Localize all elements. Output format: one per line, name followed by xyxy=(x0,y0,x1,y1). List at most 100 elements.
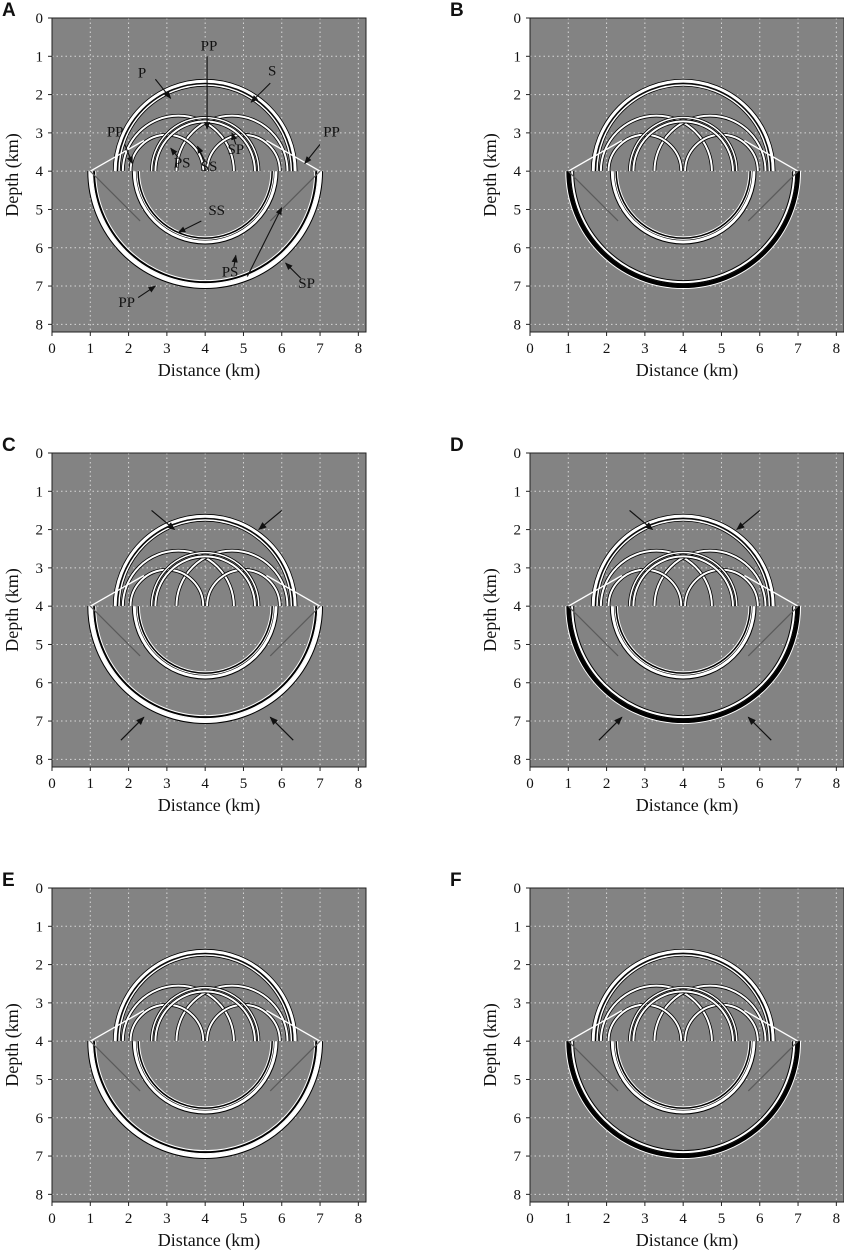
plot-area xyxy=(530,18,844,332)
reflection-arc xyxy=(653,984,767,1042)
y-tick-label: 2 xyxy=(36,523,44,539)
x-tick-label: 0 xyxy=(48,341,56,357)
y-tick-label: 5 xyxy=(514,202,522,218)
x-tick-label: 5 xyxy=(240,1211,248,1227)
wave-label: SP xyxy=(227,142,244,158)
wave-label-arrow xyxy=(304,144,321,165)
reflection-arc xyxy=(596,954,771,1042)
reflection-arc xyxy=(591,514,775,607)
x-axis-label: Distance (km) xyxy=(158,360,260,381)
wave-label-arrow xyxy=(124,144,133,165)
head-wave-lower xyxy=(747,605,799,657)
y-tick-label: 4 xyxy=(514,164,522,180)
y-tick-label: 3 xyxy=(36,561,44,577)
transmission-arc xyxy=(615,606,751,674)
x-tick-label: 2 xyxy=(125,776,133,792)
x-tick-label: 6 xyxy=(278,776,286,792)
head-wave xyxy=(744,574,799,607)
reflection-arc xyxy=(154,120,256,172)
y-axis-label: Depth (km) xyxy=(480,568,501,651)
x-tick-label: 5 xyxy=(718,341,726,357)
head-wave-lower xyxy=(567,605,619,657)
transmission-arc xyxy=(610,606,756,679)
y-tick-label: 1 xyxy=(36,484,44,500)
panel-e: 0 0 1 1 2 2 3 3 4 4 5 5 6 6 7 7 8 8 Distance (km) Depth (km… xyxy=(2,870,367,1251)
transmission-arc xyxy=(571,1041,796,1153)
x-tick-label: 5 xyxy=(240,776,248,792)
x-tick-label: 8 xyxy=(355,341,363,357)
head-wave xyxy=(567,574,623,607)
wave-arrow xyxy=(747,716,772,741)
x-tick-label: 4 xyxy=(679,1211,687,1227)
x-tick-label: 7 xyxy=(794,1211,802,1227)
transmission-arc xyxy=(88,1041,323,1158)
transmission-arc xyxy=(88,606,323,723)
x-tick-label: 2 xyxy=(125,1211,133,1227)
head-wave-lower xyxy=(747,1040,799,1092)
x-tick-label: 3 xyxy=(641,1211,649,1227)
transmission-arc xyxy=(93,171,318,284)
x-tick-label: 1 xyxy=(565,341,573,357)
wavefronts xyxy=(87,948,324,1159)
transmission-arc xyxy=(132,171,278,244)
panel-c: 0 0 1 1 2 2 3 3 4 4 5 5 6 6 7 7 8 8 Distance (km) Depth (km… xyxy=(2,435,367,816)
reflection-arc xyxy=(175,549,289,607)
transmission-arc xyxy=(566,171,801,288)
y-tick-label: 5 xyxy=(36,1072,44,1088)
reflection-arc xyxy=(632,990,734,1042)
plot-area xyxy=(52,888,366,1202)
head-wave-lower xyxy=(89,605,141,657)
panel-letter: B xyxy=(450,0,464,21)
wave-arrow xyxy=(258,509,283,531)
y-tick-label: 3 xyxy=(36,996,44,1012)
y-tick-label: 3 xyxy=(514,126,522,142)
reflection-arc xyxy=(175,984,289,1042)
panel-a: 0 0 1 1 2 2 3 3 4 4 5 5 6 6 7 7 8 8 Distance (km) Depth (km… xyxy=(2,0,367,381)
y-tick-label: 0 xyxy=(514,11,522,27)
head-wave xyxy=(266,1009,321,1042)
wave-label-arrow xyxy=(231,132,238,145)
wave-label-arrow xyxy=(177,220,202,233)
plot-frame xyxy=(529,887,844,1203)
plot-frame xyxy=(51,17,367,333)
wave-label-arrow xyxy=(246,206,283,277)
transmission-arc xyxy=(137,171,273,239)
y-axis-label: Depth (km) xyxy=(480,1003,501,1086)
reflection-arc xyxy=(118,519,293,607)
wave-arrow xyxy=(120,716,145,741)
x-tick-label: 4 xyxy=(201,1211,209,1227)
x-tick-label: 5 xyxy=(718,776,726,792)
y-tick-label: 2 xyxy=(36,958,44,974)
x-tick-label: 4 xyxy=(201,776,209,792)
wave-label-arrow xyxy=(170,147,179,159)
transmission-arc xyxy=(88,171,323,288)
plot-frame xyxy=(51,452,367,768)
wave-label: SS xyxy=(208,203,225,219)
reflection-arc xyxy=(121,114,235,172)
y-tick-label: 0 xyxy=(514,881,522,897)
y-axis-label: Depth (km) xyxy=(2,133,23,216)
y-tick-label: 4 xyxy=(36,1034,44,1050)
reflection-arc xyxy=(154,990,256,1042)
wave-label: PP xyxy=(323,125,340,141)
x-tick-label: 6 xyxy=(756,1211,764,1227)
panel-letter: C xyxy=(2,435,16,456)
transmission-arc xyxy=(132,1041,278,1114)
x-tick-label: 3 xyxy=(163,776,171,792)
head-wave xyxy=(89,574,145,607)
y-tick-label: 2 xyxy=(514,958,522,974)
head-wave xyxy=(567,1009,623,1042)
wave-label: SS xyxy=(201,159,218,175)
panel-letter: F xyxy=(450,870,462,891)
reflection-arc xyxy=(596,519,771,607)
transmission-arc xyxy=(610,1041,756,1114)
x-tick-label: 2 xyxy=(125,341,133,357)
y-tick-label: 3 xyxy=(514,996,522,1012)
y-tick-label: 7 xyxy=(36,1149,44,1165)
x-tick-label: 1 xyxy=(565,1211,573,1227)
plot-area xyxy=(52,453,366,767)
wave-label: P xyxy=(138,65,146,81)
wave-label-arrow xyxy=(285,262,302,279)
y-tick-label: 3 xyxy=(36,126,44,142)
y-tick-label: 5 xyxy=(514,1072,522,1088)
